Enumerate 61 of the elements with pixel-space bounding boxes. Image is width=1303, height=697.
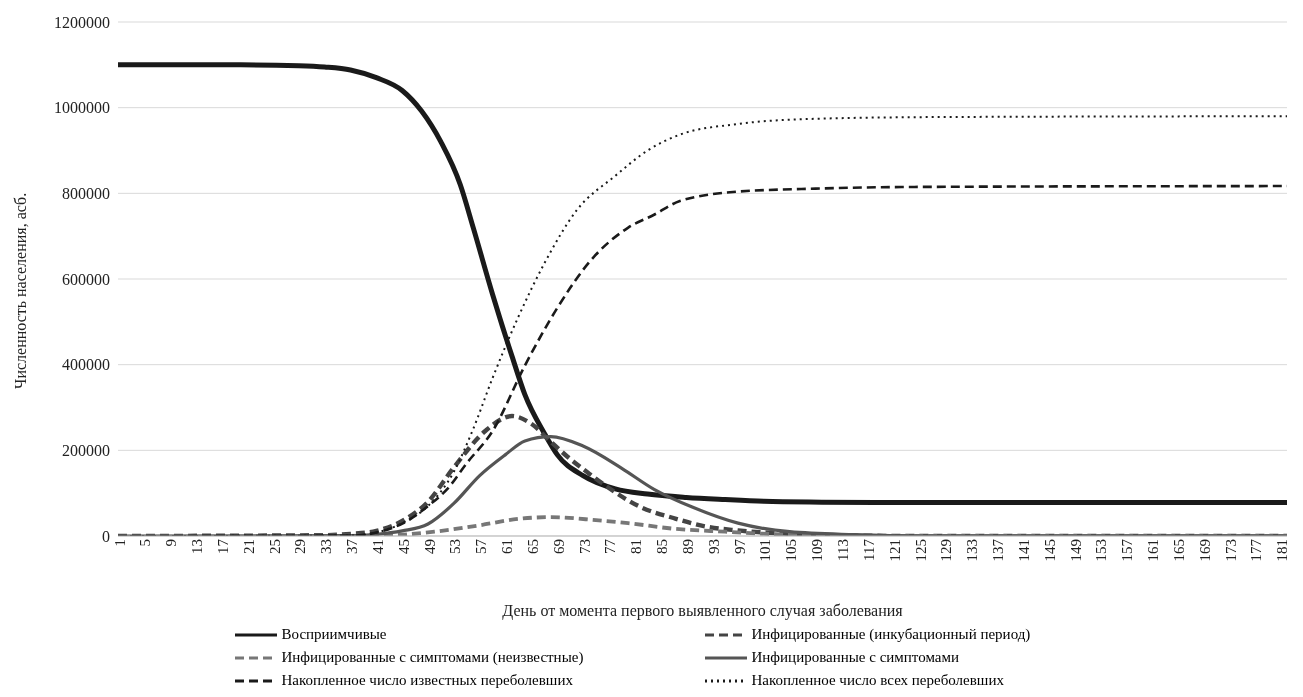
x-tick-label: 173: [1222, 539, 1239, 562]
y-tick-label: 1000000: [54, 99, 110, 117]
x-tick-label: 149: [1067, 539, 1084, 562]
legend-label: Восприимчивые: [281, 626, 387, 643]
x-tick-label: 61: [499, 539, 516, 554]
y-tick-label: 400000: [62, 356, 110, 374]
x-tick-label: 5: [137, 539, 154, 547]
x-tick-label: 125: [912, 539, 929, 562]
x-tick-label: 13: [189, 539, 206, 554]
legend-label: Инфицированные с симптомами (неизвестные): [281, 649, 584, 666]
x-tick-label: 109: [809, 539, 826, 562]
y-tick-label: 800000: [62, 185, 110, 203]
y-tick-label: 200000: [62, 442, 110, 460]
x-tick-label: 89: [680, 539, 696, 554]
x-tick-label: 49: [421, 539, 438, 554]
x-tick-label: 129: [938, 539, 955, 562]
x-tick-label: 117: [860, 538, 877, 561]
x-tick-label: 9: [163, 539, 180, 547]
x-tick-label: 137: [990, 538, 1007, 562]
x-tick-label: 53: [447, 539, 464, 554]
x-tick-label: 25: [266, 539, 283, 554]
legend-label: Инфицированные с симптомами: [751, 649, 959, 666]
x-tick-label: 113: [835, 539, 852, 561]
x-tick-label: 133: [964, 539, 981, 562]
x-tick-label: 37: [344, 538, 361, 554]
x-tick-label: 65: [525, 539, 541, 554]
x-tick-label: 105: [783, 539, 800, 562]
x-tick-label: 33: [318, 539, 335, 554]
legend-label: Инфицированные (инкубационный период): [751, 626, 1031, 643]
x-tick-label: 73: [576, 539, 593, 554]
x-axis-title: День от момента первого выявленного случая заболевания: [502, 602, 904, 620]
x-tick-label: 153: [1093, 539, 1110, 562]
x-tick-label: 161: [1145, 539, 1162, 562]
x-tick-label: 141: [1015, 539, 1032, 562]
x-tick-label: 29: [292, 539, 309, 554]
x-tick-label: 21: [240, 539, 257, 554]
x-tick-label: 1: [111, 539, 128, 547]
y-tick-label: 0: [102, 527, 110, 545]
x-tick-label: 17: [214, 538, 231, 554]
y-tick-label: 600000: [62, 270, 110, 288]
x-tick-label: 41: [369, 539, 386, 554]
x-tick-label: 85: [654, 539, 671, 554]
x-tick-label: 145: [1041, 539, 1058, 562]
x-tick-label: 69: [550, 539, 567, 554]
x-tick-label: 169: [1196, 539, 1213, 562]
x-tick-label: 57: [473, 538, 490, 554]
x-tick-label: 77: [602, 538, 619, 554]
x-tick-label: 97: [731, 538, 748, 554]
legend-label: Накопленное число всех переболевших: [751, 672, 1004, 689]
y-tick-label: 1200000: [54, 13, 110, 31]
x-tick-label: 93: [705, 539, 722, 554]
x-tick-label: 177: [1248, 538, 1265, 562]
x-tick-label: 101: [757, 539, 774, 562]
x-tick-label: 165: [1170, 539, 1187, 562]
x-tick-label: 121: [886, 539, 903, 562]
x-tick-label: 45: [395, 539, 412, 554]
y-axis-title: Численность населения, асб.: [11, 192, 29, 389]
x-tick-label: 181: [1274, 539, 1291, 562]
x-tick-label: 157: [1119, 538, 1136, 562]
x-tick-label: 81: [628, 539, 645, 554]
legend-label: Накопленное число известных переболевших: [281, 672, 573, 689]
